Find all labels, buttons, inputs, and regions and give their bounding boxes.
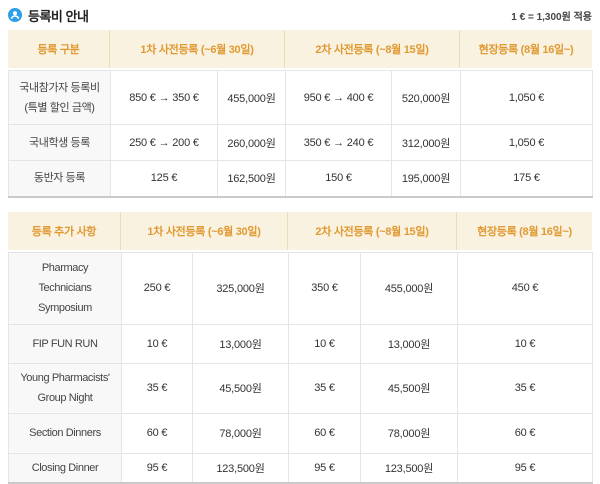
row-label: FIP FUN RUN: [9, 324, 122, 363]
onsite-price: 35 €: [458, 363, 593, 413]
registration-fee-table-header: 등록 구분 1차 사전등록 (~6월 30일) 2차 사전등록 (~8월 15일…: [8, 30, 592, 68]
first-eur-price: 250 €: [122, 252, 193, 324]
second-won-price: 455,000원: [361, 252, 458, 324]
second-won-price: 123,500원: [361, 453, 458, 483]
page-title-group: 등록비 안내: [8, 6, 88, 25]
registration-fee-table-body: 국내참가자 등록비 (특별 할인 금액) 850 € → 350 € 455,0…: [8, 70, 593, 198]
second-eur-price: 10 €: [289, 324, 361, 363]
additional-items-table-header: 등록 추가 사항 1차 사전등록 (~6월 30일) 2차 사전등록 (~8월 …: [8, 212, 592, 250]
table-row: Pharmacy Technicians Symposium 250 € 325…: [9, 252, 593, 324]
first-won-price: 325,000원: [193, 252, 289, 324]
onsite-price: 10 €: [458, 324, 593, 363]
second-eur-price: 60 €: [289, 413, 361, 453]
second-won-price: 520,000원: [392, 71, 461, 125]
row-label: 동반자 등록: [9, 161, 111, 197]
page-title: 등록비 안내: [28, 6, 88, 25]
first-eur-price: 35 €: [122, 363, 193, 413]
first-eur-price: 10 €: [122, 324, 193, 363]
additional-items-table-body: Pharmacy Technicians Symposium 250 € 325…: [8, 252, 593, 484]
onsite-price: 60 €: [458, 413, 593, 453]
first-won-price: 455,000원: [218, 71, 286, 125]
second-won-price: 13,000원: [361, 324, 458, 363]
table-row: 국내참가자 등록비 (특별 할인 금액) 850 € → 350 € 455,0…: [9, 71, 593, 125]
table-row: 국내학생 등록 250 € → 200 € 260,000원 350 € → 2…: [9, 125, 593, 161]
first-won-price: 78,000원: [193, 413, 289, 453]
first-eur-price: 125 €: [111, 161, 218, 197]
second-eur-price: 35 €: [289, 363, 361, 413]
first-eur-price: 95 €: [122, 453, 193, 483]
second-won-price: 312,000원: [392, 125, 461, 161]
second-won-price: 195,000원: [392, 161, 461, 197]
first-eur-price: 850 € → 350 €: [111, 71, 218, 125]
table-row: Closing Dinner 95 € 123,500원 95 € 123,50…: [9, 453, 593, 483]
first-won-price: 45,500원: [193, 363, 289, 413]
second-eur-price: 950 € → 400 €: [286, 71, 392, 125]
header-onsite-registration: 현장등록 (8월 16일~): [460, 30, 592, 68]
table-row: Young Pharmacists' Group Night 35 € 45,5…: [9, 363, 593, 413]
first-eur-price: 250 € → 200 €: [111, 125, 218, 161]
header-category: 등록 구분: [8, 30, 110, 68]
header-second-preregistration: 2차 사전등록 (~8월 15일): [288, 212, 457, 250]
exchange-rate-note: 1 € = 1,300원 적용: [511, 8, 592, 23]
second-eur-price: 350 €: [289, 252, 361, 324]
header-additional-items: 등록 추가 사항: [8, 212, 121, 250]
row-label: Pharmacy Technicians Symposium: [9, 252, 122, 324]
first-won-price: 260,000원: [218, 125, 286, 161]
onsite-price: 175 €: [461, 161, 593, 197]
second-eur-price: 150 €: [286, 161, 392, 197]
row-label: Closing Dinner: [9, 453, 122, 483]
row-label: Section Dinners: [9, 413, 122, 453]
second-eur-price: 95 €: [289, 453, 361, 483]
second-won-price: 78,000원: [361, 413, 458, 453]
header-second-preregistration: 2차 사전등록 (~8월 15일): [285, 30, 460, 68]
onsite-price: 450 €: [458, 252, 593, 324]
onsite-price: 95 €: [458, 453, 593, 483]
header-first-preregistration: 1차 사전등록 (~6월 30일): [121, 212, 288, 250]
row-label: 국내참가자 등록비 (특별 할인 금액): [9, 71, 111, 125]
table-row: Section Dinners 60 € 78,000원 60 € 78,000…: [9, 413, 593, 453]
info-bullet-icon: [8, 8, 22, 22]
second-won-price: 45,500원: [361, 363, 458, 413]
additional-items-table: 등록 추가 사항 1차 사전등록 (~6월 30일) 2차 사전등록 (~8월 …: [8, 212, 592, 484]
header-onsite-registration: 현장등록 (8월 16일~): [457, 212, 592, 250]
onsite-price: 1,050 €: [461, 125, 593, 161]
first-won-price: 123,500원: [193, 453, 289, 483]
table-row: 동반자 등록 125 € 162,500원 150 € 195,000원 175…: [9, 161, 593, 197]
registration-fee-table: 등록 구분 1차 사전등록 (~6월 30일) 2차 사전등록 (~8월 15일…: [8, 30, 592, 198]
first-won-price: 13,000원: [193, 324, 289, 363]
row-label: Young Pharmacists' Group Night: [9, 363, 122, 413]
onsite-price: 1,050 €: [461, 71, 593, 125]
row-label: 국내학생 등록: [9, 125, 111, 161]
first-won-price: 162,500원: [218, 161, 286, 197]
first-eur-price: 60 €: [122, 413, 193, 453]
second-eur-price: 350 € → 240 €: [286, 125, 392, 161]
header-first-preregistration: 1차 사전등록 (~6월 30일): [110, 30, 285, 68]
table-row: FIP FUN RUN 10 € 13,000원 10 € 13,000원 10…: [9, 324, 593, 363]
page-header: 등록비 안내 1 € = 1,300원 적용: [8, 4, 592, 26]
